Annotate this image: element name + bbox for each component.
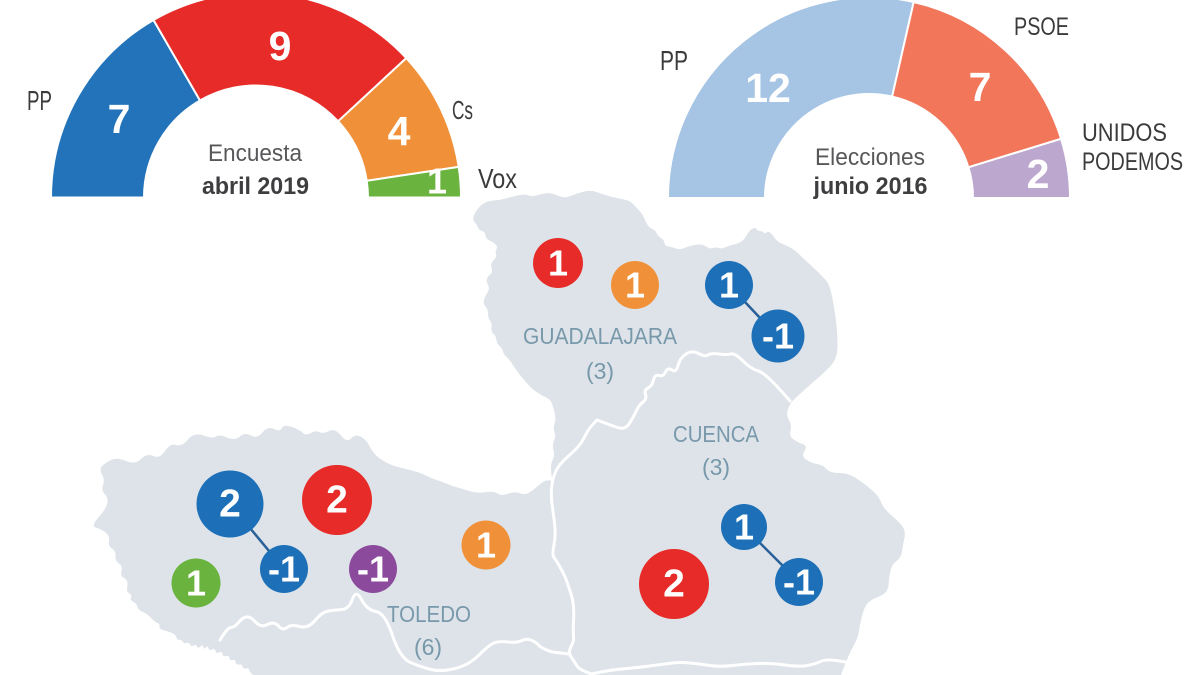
svg-text:PP: PP [660, 45, 688, 76]
svg-text:1: 1 [719, 265, 739, 306]
svg-text:-1: -1 [762, 316, 794, 357]
svg-text:1: 1 [476, 525, 496, 566]
svg-text:7: 7 [108, 96, 131, 142]
svg-text:7: 7 [969, 64, 992, 110]
svg-text:-1: -1 [268, 549, 300, 590]
svg-text:1: 1 [625, 265, 645, 306]
svg-text:1: 1 [734, 507, 754, 548]
svg-text:9: 9 [269, 23, 292, 69]
svg-text:1: 1 [186, 563, 206, 604]
svg-text:1: 1 [427, 161, 447, 202]
svg-text:2: 2 [1027, 151, 1050, 197]
svg-text:(6): (6) [414, 634, 442, 660]
svg-text:2: 2 [326, 479, 348, 522]
svg-text:Encuesta: Encuesta [208, 140, 303, 167]
svg-text:UNIDOS: UNIDOS [1082, 119, 1167, 147]
svg-text:12: 12 [745, 65, 791, 111]
svg-text:abril 2019: abril 2019 [202, 173, 309, 200]
svg-text:4: 4 [388, 108, 411, 154]
svg-text:junio 2016: junio 2016 [813, 173, 928, 200]
svg-text:2: 2 [663, 563, 685, 606]
svg-text:PODEMOS: PODEMOS [1082, 148, 1183, 176]
svg-text:TOLEDO: TOLEDO [387, 601, 471, 627]
svg-text:(3): (3) [586, 358, 614, 384]
svg-text:CUENCA: CUENCA [673, 421, 759, 447]
svg-text:2: 2 [219, 483, 241, 526]
svg-text:(3): (3) [702, 454, 730, 480]
svg-text:-1: -1 [357, 549, 389, 590]
svg-text:-1: -1 [783, 562, 815, 603]
svg-text:Cs: Cs [452, 95, 473, 125]
svg-text:1: 1 [548, 243, 568, 284]
svg-text:Elecciones: Elecciones [815, 144, 925, 171]
svg-text:PP: PP [27, 85, 52, 116]
svg-text:GUADALAJARA: GUADALAJARA [523, 323, 677, 349]
svg-text:PSOE: PSOE [1014, 13, 1069, 41]
svg-text:Vox: Vox [478, 163, 517, 194]
